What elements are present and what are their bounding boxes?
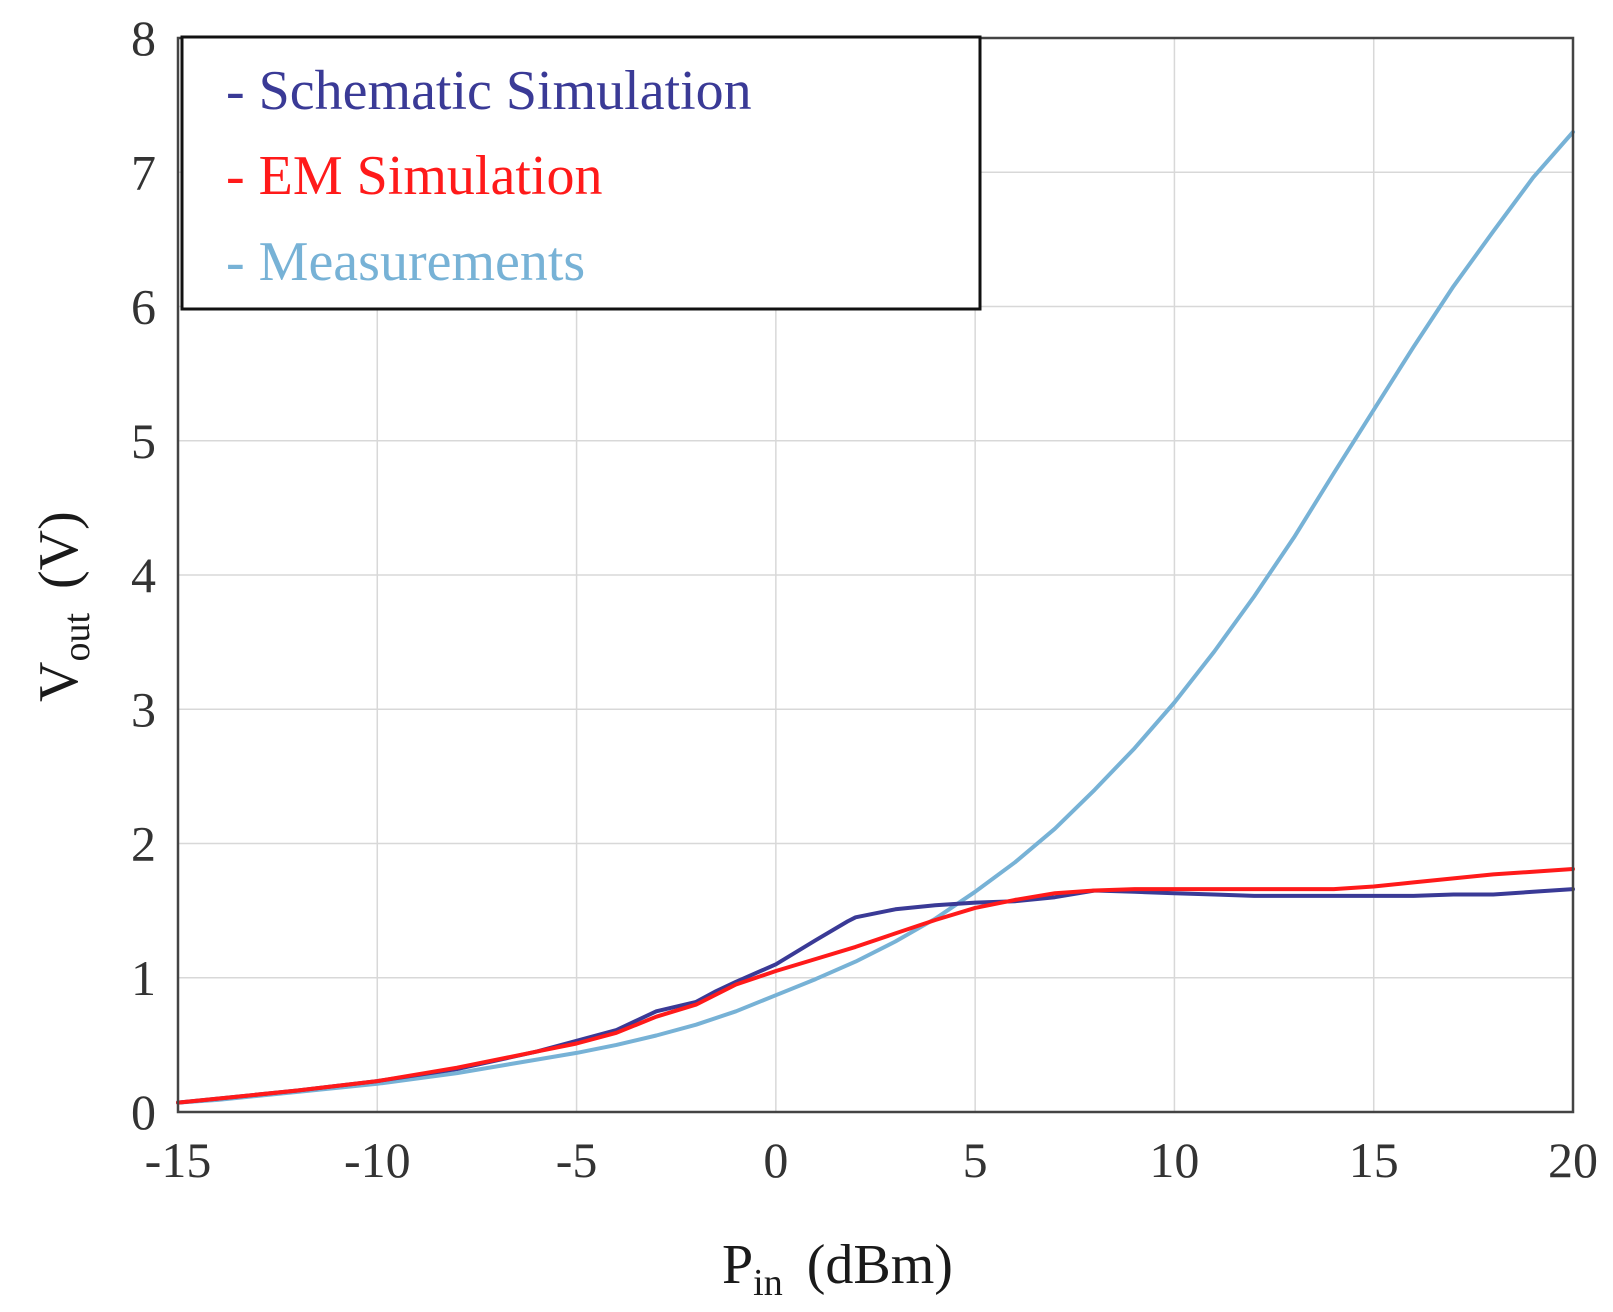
x-tick-label: -10 [344, 1132, 411, 1188]
y-axis-label-unit: (V) [28, 511, 90, 589]
y-tick-label: 6 [131, 279, 156, 335]
x-tick-labels: -15 -10 -5 0 5 10 15 20 [145, 1132, 1598, 1188]
x-tick-label: -15 [145, 1132, 212, 1188]
y-tick-label: 4 [131, 547, 156, 603]
x-tick-label: -5 [556, 1132, 598, 1188]
legend-item-measurements: - Measurements [226, 231, 585, 293]
x-tick-label: 0 [763, 1132, 788, 1188]
x-axis-label: Pin (dBm) [722, 1234, 953, 1304]
legend: - Schematic Simulation - EM Simulation -… [180, 35, 982, 311]
x-axis-label-unit: (dBm) [807, 1234, 953, 1296]
y-tick-label: 0 [131, 1084, 156, 1140]
x-axis-label-main: P [722, 1234, 753, 1296]
y-axis-label-main: V [28, 662, 90, 702]
y-axis-label: Vout (V) [28, 511, 98, 702]
legend-box [180, 35, 982, 311]
x-tick-label: 20 [1548, 1132, 1598, 1188]
x-tick-label: 10 [1149, 1132, 1199, 1188]
legend-item-schematic-simulation: - Schematic Simulation [226, 60, 752, 122]
x-tick-label: 5 [963, 1132, 988, 1188]
y-tick-label: 5 [131, 413, 156, 469]
y-tick-label: 3 [131, 681, 156, 737]
series-lines [176, 130, 1575, 1105]
series-line-em-simulation [176, 867, 1575, 1105]
y-axis-label-subscript: out [56, 613, 98, 662]
y-tick-label: 1 [131, 950, 156, 1006]
series-line-schematic-simulation [176, 887, 1575, 1105]
legend-item-em-simulation: - EM Simulation [226, 145, 602, 207]
y-tick-label: 7 [131, 144, 156, 200]
y-tick-label: 8 [131, 10, 156, 66]
x-axis-label-subscript: in [753, 1262, 783, 1304]
y-tick-labels: 0 1 2 3 4 5 6 7 8 [131, 10, 156, 1140]
x-tick-label: 15 [1349, 1132, 1399, 1188]
y-tick-label: 2 [131, 816, 156, 872]
